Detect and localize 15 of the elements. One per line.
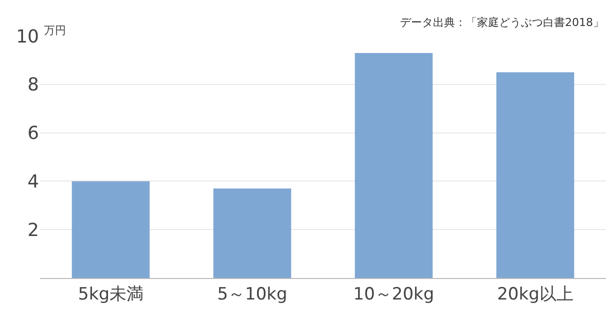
bar	[496, 72, 574, 278]
y-tick-label: 4	[28, 172, 39, 192]
text: データ出典：「家庭どうぶつ白書2018」	[400, 16, 604, 29]
x-tick-label: 5～10kg	[217, 284, 288, 304]
bar	[354, 52, 433, 278]
y-tick-label: 8	[28, 74, 39, 96]
x-tick-label: 5kg未満	[78, 284, 144, 304]
y-tick-label: 2	[28, 220, 39, 241]
x-tick-label: 20kg以上	[497, 284, 574, 304]
bar	[213, 188, 292, 278]
x-tick-label: 10～20kg	[353, 284, 434, 304]
y-axis-title: 万円	[44, 24, 66, 37]
y-tick-label: 10	[16, 26, 39, 48]
y-tick-label: 6	[28, 123, 39, 144]
bar	[72, 181, 150, 278]
